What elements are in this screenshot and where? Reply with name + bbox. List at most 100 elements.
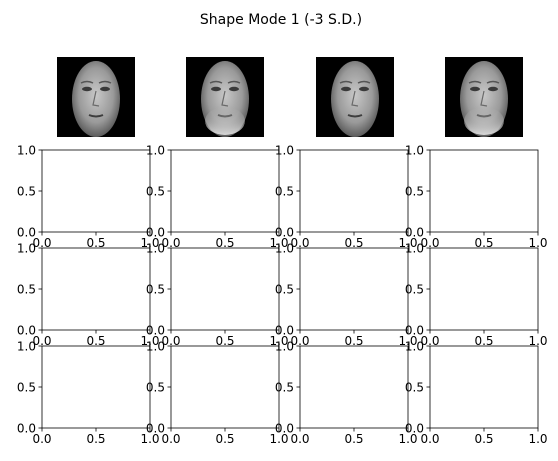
y-tick-label: 1.0 bbox=[146, 241, 165, 255]
x-tick-label: 0.0 bbox=[32, 432, 51, 446]
x-tick-label: 0.0 bbox=[290, 236, 309, 250]
x-tick-label: 0.5 bbox=[474, 236, 493, 250]
axes-frame bbox=[170, 149, 280, 233]
axes-r2-c3: 0.0 0.5 1.0 0.0 0.5 1.0 bbox=[275, 241, 418, 348]
face-right-eye bbox=[488, 86, 498, 92]
face-images-row bbox=[57, 57, 523, 137]
y-tick-label: 0.0 bbox=[146, 323, 165, 337]
y-tick-label: 1.0 bbox=[405, 339, 424, 353]
x-tick-label: 0.5 bbox=[344, 334, 363, 348]
axes-r1-c4: 0.0 0.5 1.0 0.0 0.5 1.0 bbox=[405, 143, 548, 250]
face-left-brow bbox=[80, 80, 94, 84]
x-tick-label: 1.0 bbox=[140, 236, 159, 250]
y-tick-label: 0.5 bbox=[275, 282, 294, 296]
face-left-brow bbox=[468, 80, 482, 84]
y-tick-label: 0.0 bbox=[405, 323, 424, 337]
x-tick-label: 1.0 bbox=[140, 334, 159, 348]
axes-frame bbox=[429, 247, 539, 331]
x-tick-label: 0.0 bbox=[161, 236, 180, 250]
y-tick-label: 0.0 bbox=[146, 225, 165, 239]
y-tick-label: 1.0 bbox=[17, 143, 36, 157]
face-nose bbox=[480, 90, 488, 107]
y-tick-label: 1.0 bbox=[405, 241, 424, 255]
face-right-eye bbox=[229, 86, 239, 92]
y-tick-label: 0.0 bbox=[275, 225, 294, 239]
x-tick-label: 0.5 bbox=[86, 334, 105, 348]
face-right-brow bbox=[486, 80, 500, 84]
x-tick-label: 0.5 bbox=[474, 432, 493, 446]
y-tick-label: 0.5 bbox=[405, 184, 424, 198]
y-tick-label: 0.5 bbox=[275, 380, 294, 394]
x-tick-label: 0.0 bbox=[290, 334, 309, 348]
face-image-1 bbox=[57, 57, 135, 137]
face-left-eye bbox=[211, 86, 221, 92]
axes-r3-c3: 0.0 0.5 1.0 0.0 0.5 1.0 bbox=[275, 339, 418, 446]
y-tick-label: 0.5 bbox=[146, 184, 165, 198]
y-tick-label: 0.5 bbox=[405, 380, 424, 394]
face-left-eye bbox=[341, 86, 351, 92]
face-mouth bbox=[347, 114, 363, 118]
y-tick-label: 0.0 bbox=[146, 421, 165, 435]
face-right-brow bbox=[98, 80, 112, 84]
face-right-eye bbox=[359, 86, 369, 92]
axes-r2-c1: 0.0 0.5 1.0 0.0 0.5 1.0 bbox=[17, 241, 160, 348]
y-tick-label: 1.0 bbox=[405, 143, 424, 157]
x-tick-label: 0.0 bbox=[420, 236, 439, 250]
x-tick-label: 0.5 bbox=[215, 334, 234, 348]
axes-r1-c3: 0.0 0.5 1.0 0.0 0.5 1.0 bbox=[275, 143, 418, 250]
x-tick-label: 0.0 bbox=[32, 334, 51, 348]
x-tick-label: 0.5 bbox=[215, 432, 234, 446]
face-right-brow bbox=[357, 80, 371, 84]
axes-r1-c2: 0.0 0.5 1.0 0.0 0.5 1.0 bbox=[146, 143, 289, 250]
axes-frame bbox=[299, 247, 409, 331]
x-tick-label: 0.0 bbox=[161, 432, 180, 446]
x-tick-label: 0.5 bbox=[344, 432, 363, 446]
axes-r2-c4: 0.0 0.5 1.0 0.0 0.5 1.0 bbox=[405, 241, 548, 348]
x-tick-label: 1.0 bbox=[398, 236, 417, 250]
x-tick-label: 0.0 bbox=[420, 334, 439, 348]
y-tick-label: 1.0 bbox=[146, 339, 165, 353]
face-left-brow bbox=[209, 80, 223, 84]
axes-r3-c4: 0.0 0.5 1.0 0.0 0.5 1.0 bbox=[405, 339, 548, 446]
y-tick-label: 0.5 bbox=[405, 282, 424, 296]
figure-title: Shape Mode 1 (-3 S.D.) bbox=[200, 12, 362, 28]
x-tick-label: 1.0 bbox=[528, 334, 547, 348]
y-tick-label: 0.5 bbox=[17, 380, 36, 394]
x-tick-label: 0.5 bbox=[474, 334, 493, 348]
face-right-brow bbox=[227, 80, 241, 84]
x-tick-label: 1.0 bbox=[140, 432, 159, 446]
y-tick-label: 0.0 bbox=[405, 225, 424, 239]
axes-frame bbox=[299, 149, 409, 233]
face-nose bbox=[92, 90, 100, 107]
y-tick-label: 1.0 bbox=[275, 143, 294, 157]
x-tick-label: 0.5 bbox=[86, 432, 105, 446]
x-tick-label: 1.0 bbox=[398, 334, 417, 348]
face-right-eye bbox=[100, 86, 110, 92]
face-image-4 bbox=[445, 57, 523, 137]
face-mouth bbox=[88, 114, 104, 118]
x-tick-label: 1.0 bbox=[269, 334, 288, 348]
y-tick-label: 0.0 bbox=[17, 225, 36, 239]
axes-r3-c2: 0.0 0.5 1.0 0.0 0.5 1.0 bbox=[146, 339, 289, 446]
face-left-eye bbox=[82, 86, 92, 92]
y-tick-label: 1.0 bbox=[17, 241, 36, 255]
y-tick-label: 0.5 bbox=[17, 184, 36, 198]
axes-frame bbox=[170, 345, 280, 429]
x-tick-label: 1.0 bbox=[269, 236, 288, 250]
face-image-2 bbox=[186, 57, 264, 137]
x-tick-label: 0.5 bbox=[215, 236, 234, 250]
x-tick-label: 0.0 bbox=[161, 334, 180, 348]
axes-frame bbox=[41, 149, 151, 233]
face-oval bbox=[72, 61, 120, 137]
y-tick-label: 0.0 bbox=[17, 421, 36, 435]
face-beard bbox=[464, 107, 504, 135]
y-tick-label: 1.0 bbox=[275, 339, 294, 353]
axes-frame bbox=[41, 345, 151, 429]
axes-frame bbox=[299, 345, 409, 429]
y-tick-label: 0.0 bbox=[275, 323, 294, 337]
axes-r2-c2: 0.0 0.5 1.0 0.0 0.5 1.0 bbox=[146, 241, 289, 348]
axes-frame bbox=[170, 247, 280, 331]
x-tick-label: 1.0 bbox=[398, 432, 417, 446]
axes-frame bbox=[41, 247, 151, 331]
